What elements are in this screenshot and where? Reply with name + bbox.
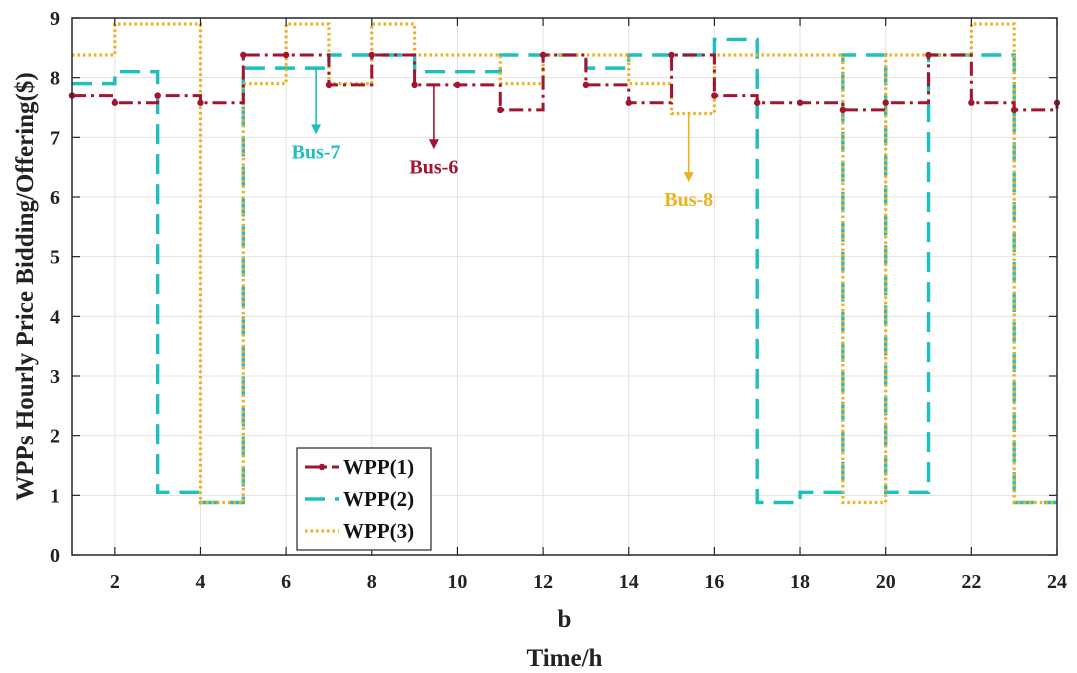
legend-marker [318, 463, 326, 471]
x-tick-label: 2 [110, 571, 120, 593]
data-point [796, 99, 804, 106]
series-line [72, 22, 1057, 505]
series-wpp2 [72, 37, 1057, 505]
data-point [240, 51, 247, 59]
data-point [454, 81, 461, 89]
y-tick-label: 7 [50, 127, 60, 149]
series-wpp1 [68, 51, 1061, 114]
annotation-label: Bus-7 [292, 141, 341, 163]
data-point [968, 99, 975, 106]
y-tick-label: 6 [50, 187, 60, 209]
data-point [282, 51, 290, 59]
legend-item: WPP(2) [305, 487, 414, 511]
y-tick-label: 3 [50, 366, 60, 388]
x-tick-label: 22 [961, 571, 981, 593]
x-tick-label: 4 [195, 571, 205, 593]
x-tick-label: 12 [533, 571, 553, 593]
legend-item: WPP(1) [305, 455, 414, 479]
annotation-label: Bus-8 [664, 189, 713, 211]
legend: WPP(1) WPP(2) WPP(3) [296, 447, 432, 551]
x-tick-label: 6 [281, 571, 291, 593]
annotation-bus-7: Bus-7 [292, 68, 341, 163]
y-tick-label: 9 [50, 8, 60, 30]
data-point [325, 81, 333, 89]
x-axis-title: Time/h [527, 645, 603, 672]
y-tick-label: 8 [50, 68, 60, 90]
data-point [754, 99, 761, 106]
data-point [582, 81, 590, 89]
x-tick-label: 10 [447, 571, 467, 593]
y-tick-label: 0 [50, 545, 60, 567]
data-point [711, 92, 718, 99]
data-point [625, 99, 632, 106]
legend-label: WPP(3) [343, 519, 414, 543]
annotation-bus-8: Bus-8 [664, 113, 713, 211]
y-axis-title: WPPs Hourly Price Bidding/Offering($) [12, 72, 39, 500]
arrow-head [683, 172, 694, 183]
x-tick-label: 14 [619, 571, 639, 593]
annotation-bus-6: Bus-6 [409, 84, 458, 178]
x-tick-label: 18 [790, 571, 810, 593]
series-line [72, 53, 1059, 112]
series-line [72, 37, 1057, 505]
plot-frame [71, 17, 1058, 556]
data-point [839, 106, 847, 114]
data-point [154, 92, 161, 99]
data-point [882, 99, 889, 106]
series-wpp3 [72, 22, 1057, 505]
legend-label: WPP(1) [343, 455, 414, 479]
arrow-head [311, 124, 322, 135]
y-tick-label: 2 [50, 426, 60, 448]
series-layer [68, 22, 1061, 505]
data-point [668, 51, 675, 59]
x-tick-label: 16 [704, 571, 724, 593]
x-tick-label: 8 [367, 571, 377, 593]
data-point [1010, 106, 1018, 114]
y-tick-label: 5 [50, 247, 60, 269]
data-point [925, 51, 932, 59]
data-point [368, 51, 375, 59]
arrow-head [428, 139, 439, 150]
data-point [197, 99, 204, 106]
y-tick-label: 1 [50, 485, 60, 507]
data-point [111, 99, 119, 106]
panel-label: b [558, 606, 572, 633]
data-point [411, 81, 418, 89]
grid [72, 17, 1058, 556]
annotation-label: Bus-6 [409, 156, 458, 178]
y-tick-label: 4 [50, 306, 60, 328]
x-tick-label: 20 [876, 571, 896, 593]
data-point [539, 51, 547, 59]
annotations: Bus-7 Bus-6 Bus-8 [292, 68, 713, 211]
legend-item: WPP(3) [305, 519, 414, 543]
data-point [497, 106, 504, 114]
x-tick-label: 24 [1047, 571, 1067, 593]
legend-label: WPP(2) [343, 487, 414, 511]
